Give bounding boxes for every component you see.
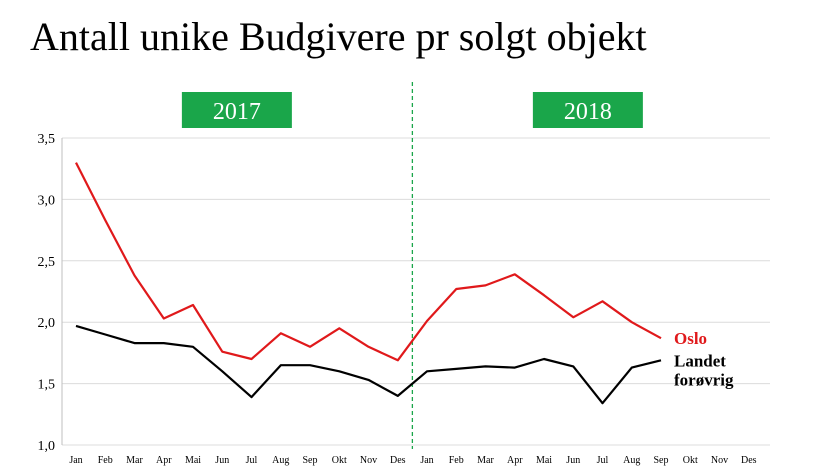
x-tick-label: Mar [126,455,143,466]
y-tick-label: 3,0 [38,193,56,208]
x-tick-label: Apr [156,455,172,466]
period-label-box [532,92,643,128]
x-tick-label: Sep [303,455,318,466]
series-label: Oslo [674,329,707,348]
axis-layer: 1,0 1,5 2,0 2,5 3,0 3,5 Jan Feb Mar Apr Mai Jun Jul A… [38,132,757,466]
period-layer: 2017 2018 [181,82,643,449]
y-tick-label: 1,0 [38,439,56,454]
x-tick-label: Feb [98,455,113,466]
y-tick-label: 2,5 [38,255,56,270]
x-tick-label: Nov [360,455,377,466]
grid-layer [62,137,770,446]
series-line [75,162,662,362]
x-tick-label: Jul [597,455,609,466]
x-tick-label: Sep [654,455,669,466]
x-tick-label: Nov [711,455,728,466]
x-tick-label: Aug [272,455,289,466]
chart-title: Antall unike Budgivere pr solgt objekt [30,14,647,59]
x-tick-label: Apr [507,455,523,466]
y-tick-label: 3,5 [38,132,56,147]
x-tick-label: Mai [536,455,552,466]
series-layer [75,162,662,405]
x-tick-label: Okt [332,455,347,466]
x-tick-label: Feb [449,455,464,466]
x-tick-label: Jan [69,455,82,466]
y-tick-label: 1,5 [38,378,56,393]
series-line [75,324,662,405]
x-tick-label: Mar [477,455,494,466]
series-label: forøvrig [674,370,734,389]
y-tick-label: 2,0 [38,316,56,331]
x-tick-label: Jun [566,455,580,466]
x-tick-label: Des [741,455,757,466]
x-tick-label: Aug [623,455,640,466]
period-label: 2017 [213,99,261,125]
x-tick-label: Jul [246,455,258,466]
series-label: Landet [674,351,726,370]
x-tick-label: Jun [215,455,229,466]
period-label-box [181,92,292,128]
x-tick-label: Mai [185,455,201,466]
x-tick-label: Jan [420,455,433,466]
x-tick-label: Des [390,455,406,466]
x-tick-label: Okt [683,455,698,466]
period-label: 2018 [564,99,612,125]
